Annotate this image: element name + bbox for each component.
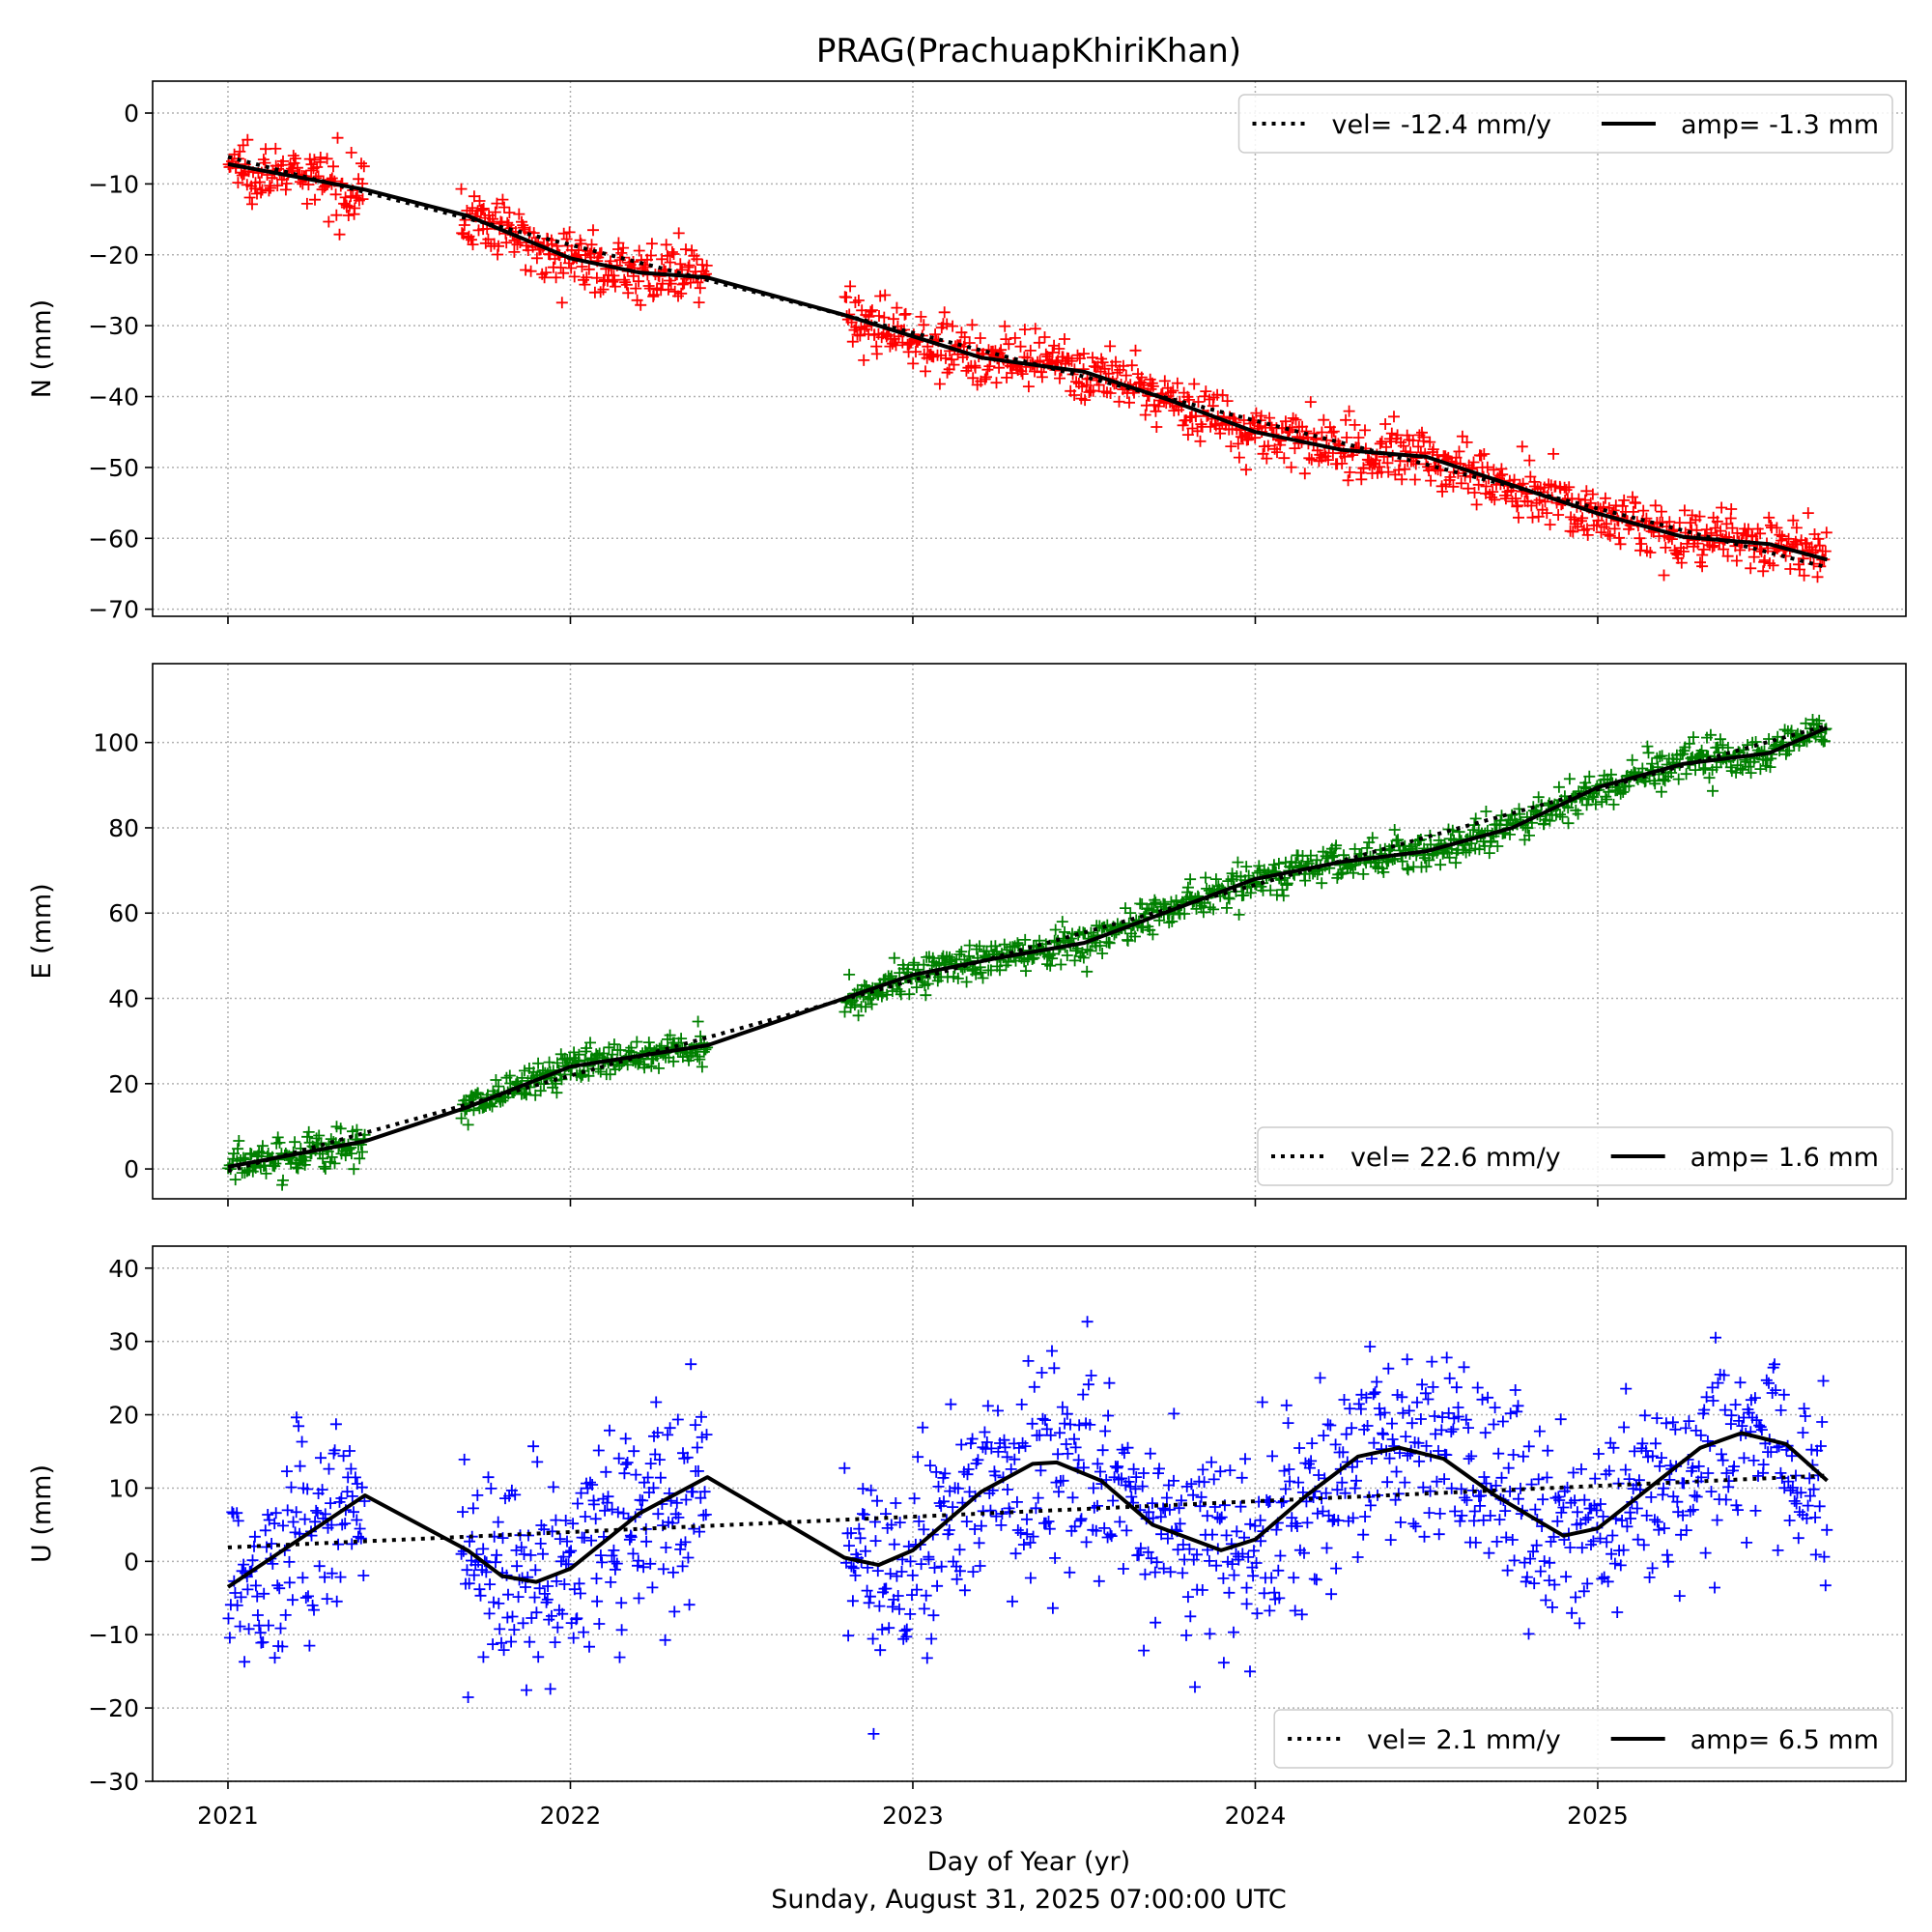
y-tick-label: 80: [108, 814, 139, 842]
y-tick-label: 60: [108, 899, 139, 927]
seasonal-model-line: [227, 161, 1829, 562]
y-tick-label: −50: [88, 454, 139, 482]
legend-label-velocity-up: vel= 2.1 mm/y: [1367, 1725, 1561, 1755]
y-tick-label: 40: [108, 1255, 139, 1283]
y-tick-label: 20: [108, 1402, 139, 1430]
model-lines-north: [227, 155, 1829, 570]
legend-label-amplitude-east: amp= 1.6 mm: [1690, 1143, 1879, 1173]
y-tick-label: 0: [124, 1548, 139, 1576]
grid-east: [153, 664, 1906, 1199]
y-tick-label: −20: [88, 242, 139, 270]
velocity-fit-line: [227, 724, 1829, 1174]
panel-north: 0 −10 −20 −30 −40 −50 −60 −70 N (mm) vel= -12.4…: [27, 80, 1907, 624]
seasonal-model-line: [227, 725, 1829, 1169]
legend-up: vel= 2.1 mm/y amp= 6.5 mm: [1273, 1709, 1893, 1769]
x-axis-label: Day of Year (yr): [927, 1847, 1130, 1877]
legend-label-velocity-east: vel= 22.6 mm/y: [1350, 1143, 1561, 1173]
y-tick-label: −60: [88, 525, 139, 553]
y-axis-label-east: E (mm): [27, 883, 57, 979]
y-tick-label: −10: [88, 170, 139, 198]
observation-markers: [222, 1316, 1833, 1740]
grid-north: [153, 81, 1906, 616]
legend-label-amplitude-north: amp= -1.3 mm: [1681, 110, 1879, 140]
legend-label-velocity-north: vel= -12.4 mm/y: [1332, 110, 1551, 140]
y-axis-label-north: N (mm): [27, 299, 57, 398]
y-tick-label: 100: [93, 729, 139, 757]
y-tick-label: 10: [108, 1474, 139, 1502]
legend-frame-east: [1257, 1126, 1893, 1186]
y-tick-label: 20: [108, 1070, 139, 1098]
y-tick-label: −40: [88, 384, 139, 412]
x-tick-label: 2023: [882, 1802, 944, 1830]
velocity-fit-line: [227, 1473, 1828, 1549]
x-tick-label: 2025: [1567, 1802, 1629, 1830]
y-tick-label: 0: [124, 1155, 139, 1183]
model-lines-east: [227, 724, 1829, 1174]
x-ticks-up: 2021 2022 2023 2024 2025: [197, 1781, 1629, 1830]
grid-up: [153, 1246, 1906, 1782]
y-tick-label: 40: [108, 985, 139, 1013]
legend-frame-up: [1273, 1709, 1893, 1769]
y-tick-label: −30: [88, 1768, 139, 1796]
x-ticks-north: [227, 616, 1599, 624]
x-tick-label: 2024: [1225, 1802, 1287, 1830]
legend-north: vel= -12.4 mm/y amp= -1.3 mm: [1237, 94, 1893, 154]
y-tick-label: −70: [88, 596, 139, 624]
timestamp-footer: Sunday, August 31, 2025 07:00:00 UTC: [771, 1885, 1286, 1915]
plot-frame-up: [152, 1245, 1907, 1782]
panel-east: 0 20 40 60 80 100 E (mm) vel= 22.6 mm/y amp= …: [27, 663, 1907, 1207]
x-tick-label: 2021: [197, 1802, 259, 1830]
y-tick-label: −20: [88, 1694, 139, 1722]
chart-title: PRAG(PrachuapKhiriKhan): [816, 32, 1241, 71]
plot-frame-north: [152, 80, 1907, 617]
x-tick-label: 2022: [540, 1802, 602, 1830]
legend-east: vel= 22.6 mm/y amp= 1.6 mm: [1257, 1126, 1893, 1186]
legend-label-amplitude-up: amp= 6.5 mm: [1690, 1725, 1879, 1755]
y-tick-label: 0: [124, 99, 139, 128]
model-lines-up: [226, 1431, 1829, 1589]
observations-up: [222, 1316, 1833, 1740]
observations-north: [222, 131, 1833, 583]
y-tick-label: −10: [88, 1621, 139, 1649]
y-ticks-north: 0 −10 −20 −30 −40 −50 −60 −70: [88, 99, 153, 624]
y-ticks-up: 40 30 20 10 0 −10 −20 −30: [88, 1255, 153, 1796]
y-tick-label: −30: [88, 312, 139, 340]
seasonal-model-line: [226, 1431, 1829, 1589]
plot-frame-east: [152, 663, 1907, 1200]
x-ticks-east: [227, 1199, 1599, 1207]
legend-frame-north: [1237, 94, 1893, 154]
y-ticks-east: 0 20 40 60 80 100: [93, 729, 153, 1183]
observation-markers: [222, 131, 1833, 583]
y-tick-label: 30: [108, 1328, 139, 1356]
y-axis-label-up: U (mm): [27, 1464, 57, 1563]
